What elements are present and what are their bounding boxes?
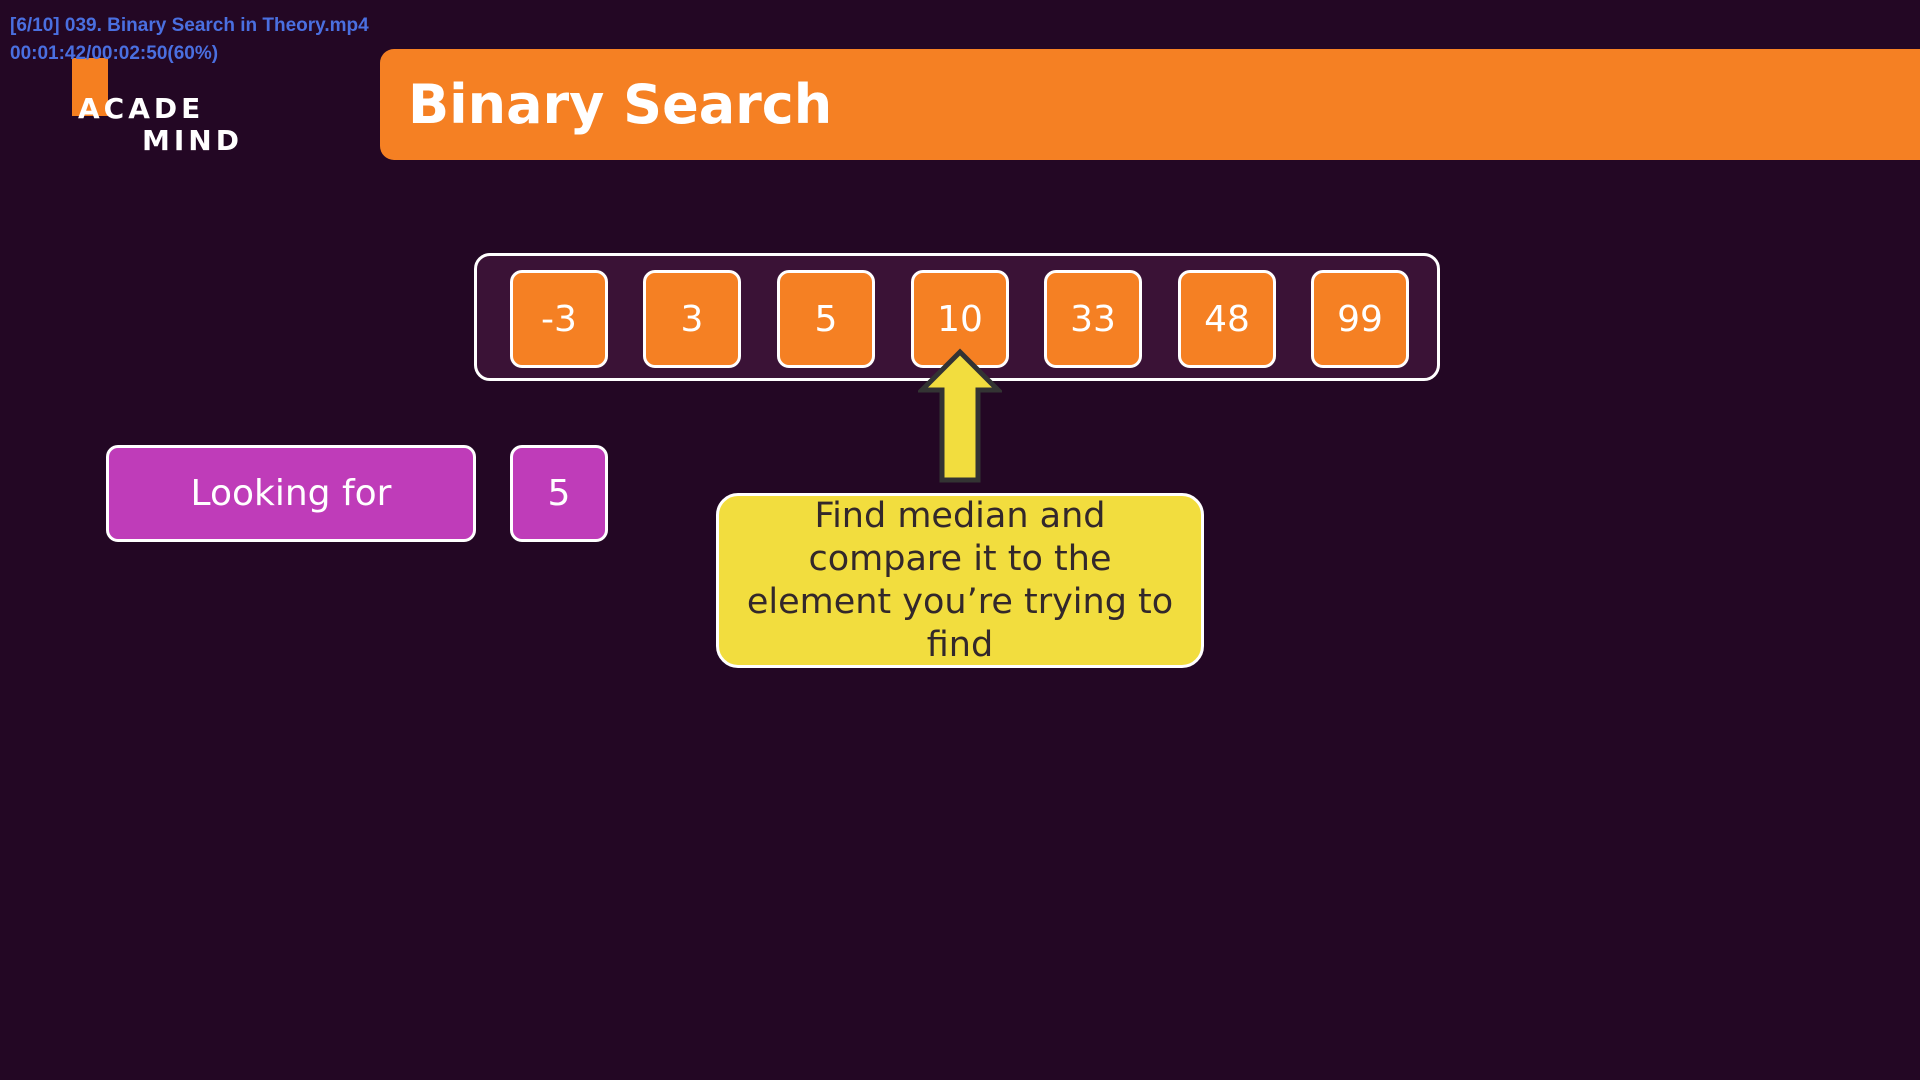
logo-text-line1: ACADE (78, 92, 205, 125)
up-arrow-icon (918, 348, 1002, 483)
logo-text-line2: MIND (142, 124, 243, 157)
array-element: 99 (1311, 270, 1409, 368)
array-element: 48 (1178, 270, 1276, 368)
looking-for-label: Looking for (106, 445, 476, 542)
explanation-callout: Find median and compare it to the elemen… (716, 493, 1204, 668)
slide-title: Binary Search (408, 73, 833, 136)
array-element: 33 (1044, 270, 1142, 368)
video-timestamp: 00:01:42/00:02:50(60%) (10, 43, 219, 64)
search-target-value: 5 (510, 445, 608, 542)
logo-bookmark-shape (72, 58, 108, 116)
video-filename: [6/10] 039. Binary Search in Theory.mp4 (10, 15, 369, 36)
header-bar: Binary Search (380, 49, 1920, 160)
academind-logo: ACADE MIND (70, 58, 250, 158)
array-element: -3 (510, 270, 608, 368)
video-info-overlay: [6/10] 039. Binary Search in Theory.mp4 … (10, 12, 369, 68)
array-element: 5 (777, 270, 875, 368)
array-element: 3 (643, 270, 741, 368)
